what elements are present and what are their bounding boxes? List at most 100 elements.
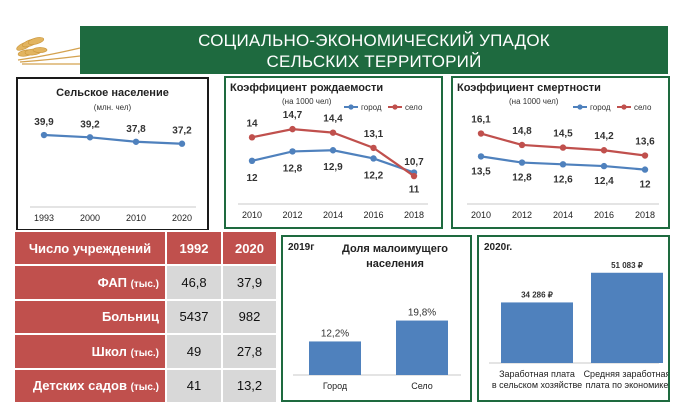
birth-rate-unit: (на 1000 чел) (282, 97, 332, 106)
title-line-2: СЕЛЬСКИХ ТЕРРИТОРИЙ (266, 52, 482, 71)
data-label: 11 (409, 185, 420, 196)
x-tick-label: 2014 (553, 210, 573, 220)
row-label: Больниц (13, 298, 167, 336)
data-point (518, 159, 526, 166)
data-label: 14,2 (594, 131, 614, 142)
data-label: 37,8 (126, 124, 146, 135)
row-label-text: Детских садов (32, 378, 127, 394)
row-unit: (тыс.) (130, 347, 159, 359)
data-label: 12 (246, 173, 258, 184)
data-point (370, 155, 377, 162)
death-rate-unit: (на 1000 чел) (509, 97, 559, 106)
data-point (329, 129, 337, 136)
data-point (410, 172, 418, 180)
data-label: 14,5 (553, 129, 573, 140)
data-point (40, 131, 48, 139)
rural-population-unit: (млн. чел) (93, 103, 132, 112)
x-category-label: в сельском хозяйстве (492, 380, 582, 390)
data-point (641, 166, 649, 173)
data-point (178, 140, 186, 147)
table-header-1992: 1992 (165, 229, 223, 267)
data-point (289, 125, 296, 133)
row-label: ФАП (тыс.) (13, 264, 167, 301)
legend-label: село (634, 103, 652, 112)
row-value-2020: 37,9 (221, 264, 278, 301)
data-point (86, 134, 94, 141)
legend-marker (621, 104, 627, 110)
bar (501, 302, 573, 363)
table-row: ФАП (тыс.) 46,8 37,9 (13, 264, 278, 301)
table-header-2020: 2020 (221, 229, 278, 267)
data-label: 14,4 (323, 114, 343, 125)
data-point (518, 141, 526, 149)
data-point (559, 144, 567, 151)
data-label: 39,2 (80, 119, 100, 130)
legend-label: город (590, 103, 611, 112)
data-label: 12,4 (594, 176, 614, 187)
x-tick-label: 1993 (34, 213, 54, 223)
legend-marker (577, 104, 583, 110)
row-label: Школ (тыс.) (13, 333, 167, 370)
rural-population-title: Сельское население (56, 87, 169, 99)
data-point (641, 152, 649, 159)
x-tick-label: 2016 (594, 210, 614, 220)
row-label-text: Больниц (101, 309, 159, 325)
birth-rate-chart: 2010 2012 2014 2016 2018 12 12,8 12,9 12,2 11 14 14… (238, 103, 428, 220)
data-label: 12,6 (553, 174, 573, 185)
data-label: 12,2 (364, 170, 384, 181)
row-value-2020: 982 (221, 298, 278, 336)
row-unit: (тыс.) (130, 382, 159, 394)
bar (396, 320, 448, 375)
bar (591, 272, 663, 363)
death-rate-chart: 2010 2012 2014 2016 2018 13,5 12,8 12,6 12,4 12 16… (467, 103, 659, 220)
series-line (43, 133, 183, 145)
data-label: 12,8 (283, 163, 303, 174)
birth-rate-title: Коэффициент рождаемости (230, 82, 384, 94)
x-category-label: Город (323, 381, 348, 391)
x-category-label: Заработная плата (499, 369, 575, 379)
data-point (329, 147, 337, 154)
data-label: 13,5 (471, 166, 491, 177)
x-tick-label: 2016 (363, 210, 383, 220)
rural-population-chart: 1993 2000 2010 2020 39,9 39,2 37,8 37,2 (30, 117, 196, 223)
x-category-label: Село (411, 381, 433, 391)
row-value-1992: 41 (165, 367, 223, 405)
salary-year-tag: 2020г. (484, 242, 513, 253)
data-label: 39,9 (34, 117, 54, 128)
x-tick-label: 2000 (80, 213, 100, 223)
x-tick-label: 2010 (242, 210, 262, 220)
poverty-share-panel: 2019г Доля малоимущего населения 12,2% Го… (281, 235, 472, 402)
row-value-1992: 49 (165, 333, 223, 370)
bar-value-label: 51 083 ₽ (611, 261, 643, 270)
wheat-icon (16, 37, 81, 65)
death-rate-panel: Коэффициент смертности (на 1000 чел) 201… (451, 76, 670, 229)
legend-marker (348, 104, 354, 110)
legend-label: село (405, 103, 423, 112)
table-row: Школ (тыс.) 49 27,8 (13, 333, 278, 370)
data-point (370, 144, 377, 152)
x-tick-label: 2014 (323, 210, 343, 220)
x-tick-label: 2020 (172, 213, 192, 223)
data-point (559, 161, 567, 168)
data-point (248, 157, 256, 164)
row-value-2020: 27,8 (221, 333, 278, 370)
x-category-label: плата по экономике (586, 380, 668, 390)
row-label-text: ФАП (97, 275, 127, 291)
poverty-share-chart: 12,2% Город 19,8% Село (293, 308, 461, 391)
bar (309, 341, 361, 375)
row-value-2020: 13,2 (221, 367, 278, 405)
row-label: Детских садов (тыс.) (13, 367, 167, 405)
salary-panel: 2020г. 34 286 ₽ Заработная плата в сельско… (477, 235, 670, 402)
data-label: 14 (246, 118, 258, 129)
data-label: 13,6 (635, 137, 655, 148)
table-row: Детских садов (тыс.) 41 13,2 (13, 367, 278, 405)
data-point (600, 147, 608, 154)
x-tick-label: 2010 (126, 213, 146, 223)
institutions-table: Число учреждений 1992 2020 ФАП (тыс.) 46… (13, 229, 278, 405)
data-label: 10,7 (404, 157, 424, 168)
x-tick-label: 2018 (404, 210, 424, 220)
data-label: 13,1 (364, 129, 384, 140)
x-tick-label: 2018 (635, 210, 655, 220)
data-label: 16,1 (471, 115, 491, 126)
